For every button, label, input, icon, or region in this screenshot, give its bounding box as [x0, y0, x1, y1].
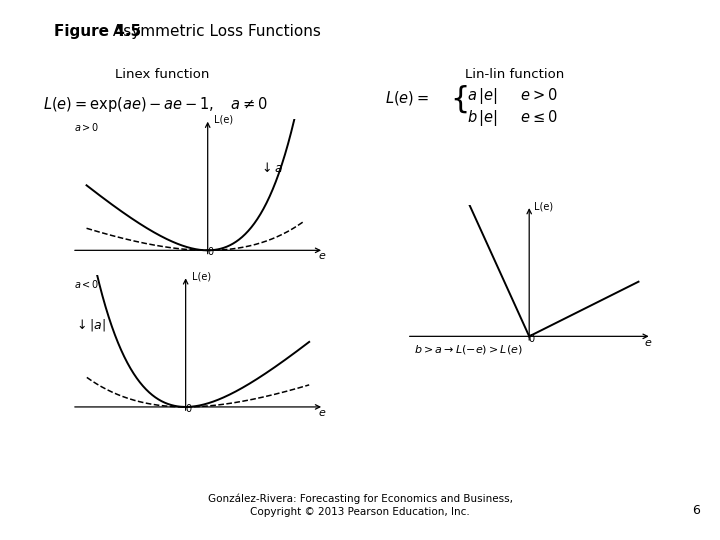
Text: $\downarrow |a|$: $\downarrow |a|$: [74, 318, 107, 333]
Text: González-Rivera: Forecasting for Economics and Business,
Copyright © 2013 Pearso: González-Rivera: Forecasting for Economi…: [207, 494, 513, 517]
Text: e: e: [318, 408, 325, 418]
Text: Lin-lin function: Lin-lin function: [465, 68, 564, 80]
Text: Asymmetric Loss Functions: Asymmetric Loss Functions: [108, 24, 321, 39]
Text: Figure 4.5: Figure 4.5: [54, 24, 141, 39]
Text: 0: 0: [207, 247, 213, 257]
Text: L(e): L(e): [192, 272, 211, 281]
Text: L(e): L(e): [214, 115, 233, 125]
Text: e: e: [318, 252, 325, 261]
Text: $\{$: $\{$: [450, 84, 467, 116]
Text: $\downarrow a$: $\downarrow a$: [258, 161, 283, 176]
Text: $b>a\rightarrow L(-e)>L(e)$: $b>a\rightarrow L(-e)>L(e)$: [414, 343, 523, 356]
Text: L(e): L(e): [534, 201, 554, 212]
Text: Linex function: Linex function: [114, 68, 210, 80]
Text: e: e: [644, 338, 652, 348]
Text: $L(e)=\exp(ae)-ae-1,$   $a\neq 0$: $L(e)=\exp(ae)-ae-1,$ $a\neq 0$: [43, 94, 268, 113]
Text: 0: 0: [528, 334, 534, 343]
Text: 0: 0: [185, 404, 192, 414]
Text: 6: 6: [692, 504, 700, 517]
Text: $L(e) =$: $L(e) =$: [385, 89, 429, 107]
Text: $a<0$: $a<0$: [74, 278, 100, 290]
Text: $b\,|e|$     $e\leq 0$: $b\,|e|$ $e\leq 0$: [467, 108, 558, 128]
Text: $a\,|e|$     $e>0$: $a\,|e|$ $e>0$: [467, 86, 557, 106]
Text: $a>0$: $a>0$: [74, 121, 100, 133]
